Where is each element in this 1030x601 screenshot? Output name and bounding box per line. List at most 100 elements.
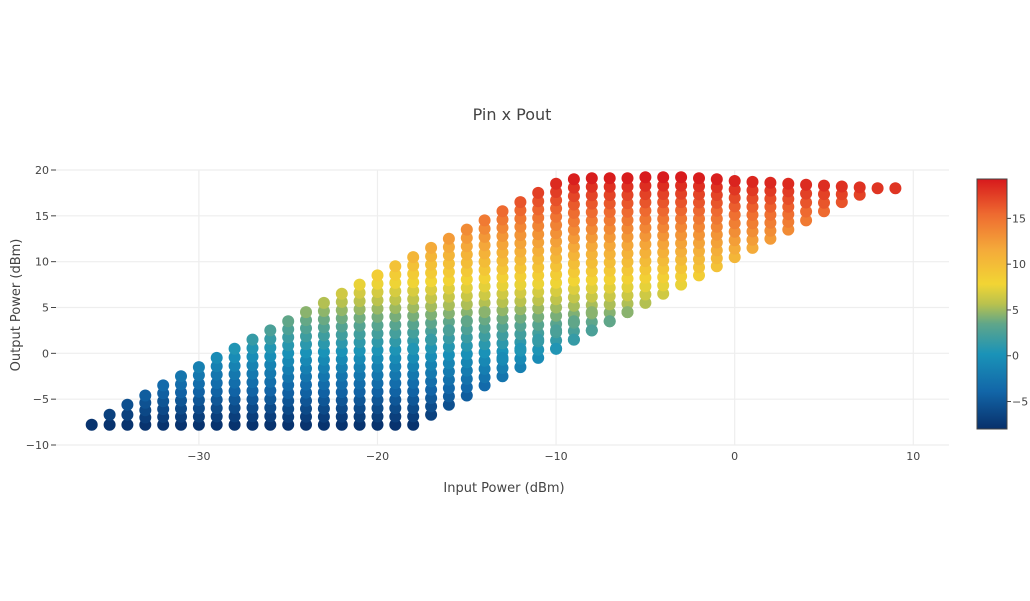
data-point [657,254,670,267]
data-point [264,367,277,380]
data-point [550,186,563,198]
data-point [389,377,402,390]
data-point [460,281,473,294]
data-point [585,180,598,193]
data-point [567,215,580,228]
data-point [835,180,848,193]
data-point [728,200,741,213]
data-point [425,292,438,304]
data-point [425,375,438,388]
data-point [728,225,741,238]
data-point [603,281,616,294]
data-point [567,315,580,328]
data-point [585,248,598,261]
data-point [514,204,527,217]
data-point [585,290,598,303]
data-point [621,281,634,293]
data-point [567,232,580,245]
data-point [228,385,241,397]
data-point [496,238,509,251]
data-point [728,175,741,187]
data-point [639,171,652,184]
data-point [532,219,545,232]
data-point [585,231,598,244]
data-point [228,418,241,431]
data-point [603,189,616,202]
data-point [228,359,241,372]
data-point [442,290,455,303]
data-point [228,410,241,423]
data-point [514,303,527,316]
data-point [567,173,580,186]
data-point [621,264,634,277]
data-point [550,309,563,322]
data-point [371,402,384,415]
data-point [371,302,384,315]
data-point [639,204,652,217]
data-point [621,180,634,193]
data-point [514,212,527,225]
data-point [442,365,455,378]
data-point [353,336,366,349]
data-point [442,382,455,395]
data-point [460,306,473,319]
data-point [639,296,652,309]
data-point [603,315,616,328]
data-point [353,369,366,382]
data-point [353,311,366,324]
data-point [371,410,384,423]
data-point [532,285,545,298]
data-point [228,401,241,414]
data-point [550,235,563,248]
data-point [514,270,527,283]
data-point [478,296,491,309]
data-point [514,295,527,308]
y-tick-label: −5 [33,393,49,406]
data-point [532,343,545,356]
data-point [585,206,598,219]
data-point [371,352,384,365]
data-point [371,393,384,406]
data-point [657,221,670,234]
data-point [335,386,348,399]
data-point [389,293,402,306]
data-point [442,282,455,295]
data-point [425,400,438,413]
data-point [353,352,366,365]
data-point [621,239,634,252]
data-point [621,205,634,218]
data-point [585,239,598,252]
data-point [335,304,348,317]
y-tick-label: −10 [26,439,49,452]
x-tick-label: 10 [906,450,920,463]
data-point [657,196,670,209]
data-point [639,246,652,259]
data-point [157,379,170,392]
data-point [603,197,616,210]
data-point [567,282,580,295]
data-point [800,214,813,227]
data-point [532,203,545,216]
data-point [639,196,652,209]
data-point [639,271,652,284]
data-point [460,265,473,278]
data-point [353,319,366,332]
data-point [228,351,241,364]
data-point [210,402,223,415]
data-point [764,176,777,189]
data-point [532,261,545,274]
data-point [818,179,830,192]
data-point [389,402,402,415]
data-point [442,324,455,337]
data-point [603,231,616,244]
data-point [371,335,384,348]
data-point [567,257,580,270]
data-point [478,272,491,285]
data-point [532,244,545,257]
data-point [121,408,134,421]
data-point [264,333,277,345]
data-point [210,351,223,364]
data-point [639,263,652,276]
y-tick-label: 0 [42,347,49,360]
colorbar [976,178,1008,430]
